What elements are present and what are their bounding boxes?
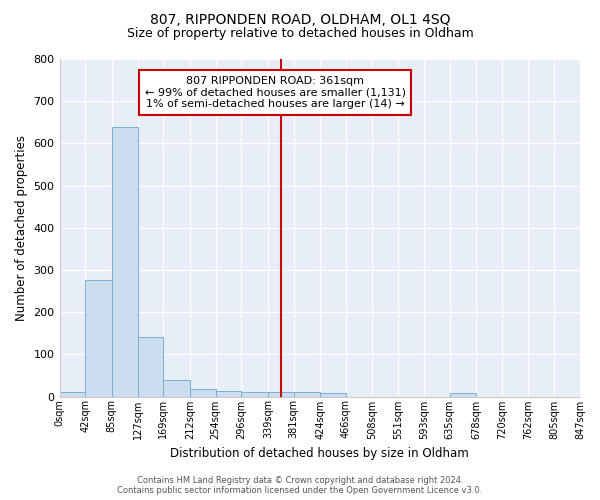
Text: Contains HM Land Registry data © Crown copyright and database right 2024.
Contai: Contains HM Land Registry data © Crown c… xyxy=(118,476,482,495)
Bar xyxy=(85,280,112,396)
Bar xyxy=(320,393,346,396)
Bar xyxy=(293,392,320,396)
Bar xyxy=(190,389,215,396)
Bar xyxy=(163,380,190,396)
Bar xyxy=(450,393,476,396)
Bar xyxy=(241,392,268,396)
Text: 807 RIPPONDEN ROAD: 361sqm
← 99% of detached houses are smaller (1,131)
1% of se: 807 RIPPONDEN ROAD: 361sqm ← 99% of deta… xyxy=(145,76,406,109)
Text: Size of property relative to detached houses in Oldham: Size of property relative to detached ho… xyxy=(127,28,473,40)
Bar xyxy=(268,392,293,396)
Bar xyxy=(112,126,137,396)
Bar xyxy=(137,338,163,396)
Bar xyxy=(59,392,85,396)
X-axis label: Distribution of detached houses by size in Oldham: Distribution of detached houses by size … xyxy=(170,447,469,460)
Y-axis label: Number of detached properties: Number of detached properties xyxy=(15,135,28,321)
Text: 807, RIPPONDEN ROAD, OLDHAM, OL1 4SQ: 807, RIPPONDEN ROAD, OLDHAM, OL1 4SQ xyxy=(150,12,450,26)
Bar xyxy=(215,392,241,396)
